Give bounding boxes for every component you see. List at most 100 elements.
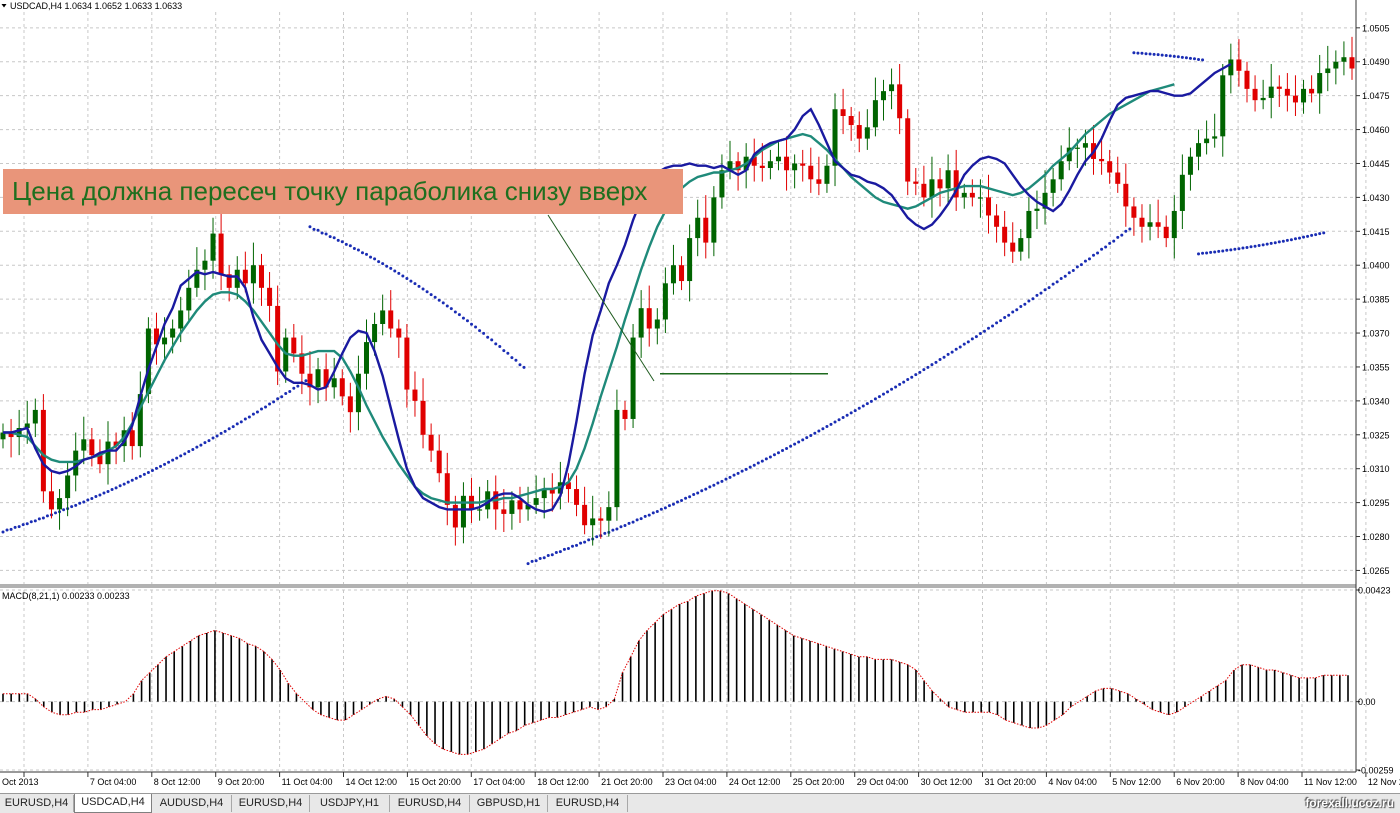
sar-dot xyxy=(365,252,369,256)
time-tick-label: 11 Oct 04:00 xyxy=(282,777,333,787)
sar-dot xyxy=(373,257,377,261)
sar-dot xyxy=(1007,313,1011,317)
sar-dot xyxy=(946,352,950,356)
candle-body xyxy=(234,269,240,288)
candle-body xyxy=(864,127,870,139)
tab-usdjpy-h1-4[interactable]: USDJPY,H1 xyxy=(310,795,390,812)
sar-dot xyxy=(570,544,574,548)
sar-dot xyxy=(482,331,486,335)
sar-dot xyxy=(284,392,288,396)
candle-body xyxy=(420,400,426,435)
time-tick-label: 5 Nov 12:00 xyxy=(1112,777,1161,787)
sar-dot xyxy=(575,543,579,547)
sar-dot xyxy=(619,525,623,529)
sar-dot xyxy=(938,358,942,362)
candle-body xyxy=(1002,226,1008,243)
candle-body xyxy=(614,409,620,508)
candle-body xyxy=(8,432,14,438)
chart-menu-arrow-icon[interactable] xyxy=(1,4,7,8)
sar-dot xyxy=(316,228,320,232)
candle-body xyxy=(16,428,22,438)
candle-body xyxy=(848,116,854,126)
candle-body xyxy=(969,192,975,198)
candle-body xyxy=(565,482,571,490)
tab-audusd-h4-2[interactable]: AUDUSD,H4 xyxy=(152,795,232,812)
tab-usdcad-h4-1[interactable]: USDCAD,H4 xyxy=(74,794,152,813)
sar-dot xyxy=(114,486,118,490)
sar-dot xyxy=(1197,252,1201,256)
sar-dot xyxy=(930,363,934,367)
candle-body xyxy=(380,310,386,324)
candle-body xyxy=(194,269,200,288)
price-tick-label: 1.0490 xyxy=(1362,57,1390,67)
price-tick-label: 1.0355 xyxy=(1362,362,1390,372)
candle-body xyxy=(412,389,418,401)
candle-body xyxy=(735,161,741,171)
sar-dot xyxy=(1253,244,1257,248)
sar-dot xyxy=(17,525,21,529)
candle-body xyxy=(751,156,757,166)
sar-dot xyxy=(138,474,142,478)
sar-dot xyxy=(272,400,276,404)
candle-body xyxy=(1212,136,1218,139)
sar-dot xyxy=(207,439,211,443)
candle-body xyxy=(824,165,830,184)
price-tick-label: 1.0415 xyxy=(1362,227,1390,237)
tab-eurusd-h4-0[interactable]: EURUSD,H4 xyxy=(0,795,74,812)
sar-dot xyxy=(441,301,445,305)
candle-body xyxy=(1034,208,1040,211)
tab-eurusd-h4-5[interactable]: EURUSD,H4 xyxy=(390,795,470,812)
sar-dot xyxy=(255,410,259,414)
sar-dot xyxy=(635,518,639,522)
sar-dot xyxy=(776,451,780,455)
candle-body xyxy=(1010,242,1016,252)
sar-dot xyxy=(720,479,724,483)
tab-gbpusd-h1-6[interactable]: GBPUSD,H1 xyxy=(470,795,548,812)
sar-dot xyxy=(1245,245,1249,249)
sar-dot xyxy=(898,382,902,386)
main-grid xyxy=(0,0,1367,773)
candle-body xyxy=(1026,210,1032,239)
sar-dot xyxy=(231,425,235,429)
sar-dot xyxy=(486,335,490,339)
candle-body xyxy=(428,434,434,451)
candle-body xyxy=(299,353,305,374)
candle-body xyxy=(162,337,168,345)
sar-dot xyxy=(829,422,833,426)
candle-body xyxy=(897,84,903,119)
sar-dot xyxy=(615,527,619,531)
candle-body xyxy=(606,507,612,521)
candle-body xyxy=(929,179,935,198)
sar-dot xyxy=(760,459,764,463)
candle-body xyxy=(913,181,919,184)
tab-eurusd-h4-3[interactable]: EURUSD,H4 xyxy=(232,795,310,812)
sar-dot xyxy=(1003,315,1007,319)
candle-body xyxy=(323,369,329,388)
candle-body xyxy=(40,409,46,492)
tab-eurusd-h4-7[interactable]: EURUSD,H4 xyxy=(548,795,628,812)
sar-dot xyxy=(360,251,364,255)
sar-dot xyxy=(1043,288,1047,292)
candle-body xyxy=(1196,143,1202,157)
sar-dot xyxy=(1063,274,1067,278)
sar-dot xyxy=(768,455,772,459)
sar-dot xyxy=(437,298,441,302)
sar-dot xyxy=(1132,51,1136,55)
sar-dot xyxy=(833,420,837,424)
sar-dot xyxy=(332,236,336,240)
sar-dot xyxy=(195,445,199,449)
candle-body xyxy=(662,283,668,320)
sar-dot xyxy=(215,434,219,438)
sar-dot xyxy=(550,553,554,557)
sar-dot xyxy=(268,402,272,406)
sar-dot xyxy=(21,523,25,527)
sar-dot xyxy=(1257,244,1261,248)
macd-tick-label: 0.00423 xyxy=(1358,586,1391,596)
sar-dot xyxy=(910,375,914,379)
sar-dot xyxy=(1023,302,1027,306)
sar-dot xyxy=(1156,53,1160,57)
sar-dot xyxy=(5,528,9,532)
sar-dot xyxy=(449,307,453,311)
sar-dot xyxy=(340,240,344,244)
